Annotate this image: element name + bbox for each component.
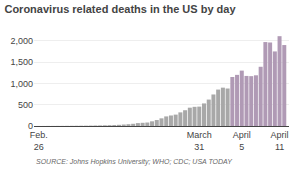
svg-text:1,000: 1,000 [10,79,33,89]
svg-text:SOURCE: Johns Hopkins Universi: SOURCE: Johns Hopkins University; WHO; C… [36,158,233,166]
svg-text:2,000: 2,000 [10,36,33,46]
svg-text:Feb.26: Feb.26 [30,130,48,152]
svg-text:0: 0 [28,121,33,131]
svg-text:Coronavirus related deaths in: Coronavirus related deaths in the US by … [4,3,236,15]
svg-text:March31: March31 [187,130,212,152]
svg-text:April5: April5 [233,130,251,152]
svg-text:April11: April11 [271,130,289,152]
svg-text:500: 500 [18,100,33,110]
svg-text:1,500: 1,500 [10,57,33,67]
